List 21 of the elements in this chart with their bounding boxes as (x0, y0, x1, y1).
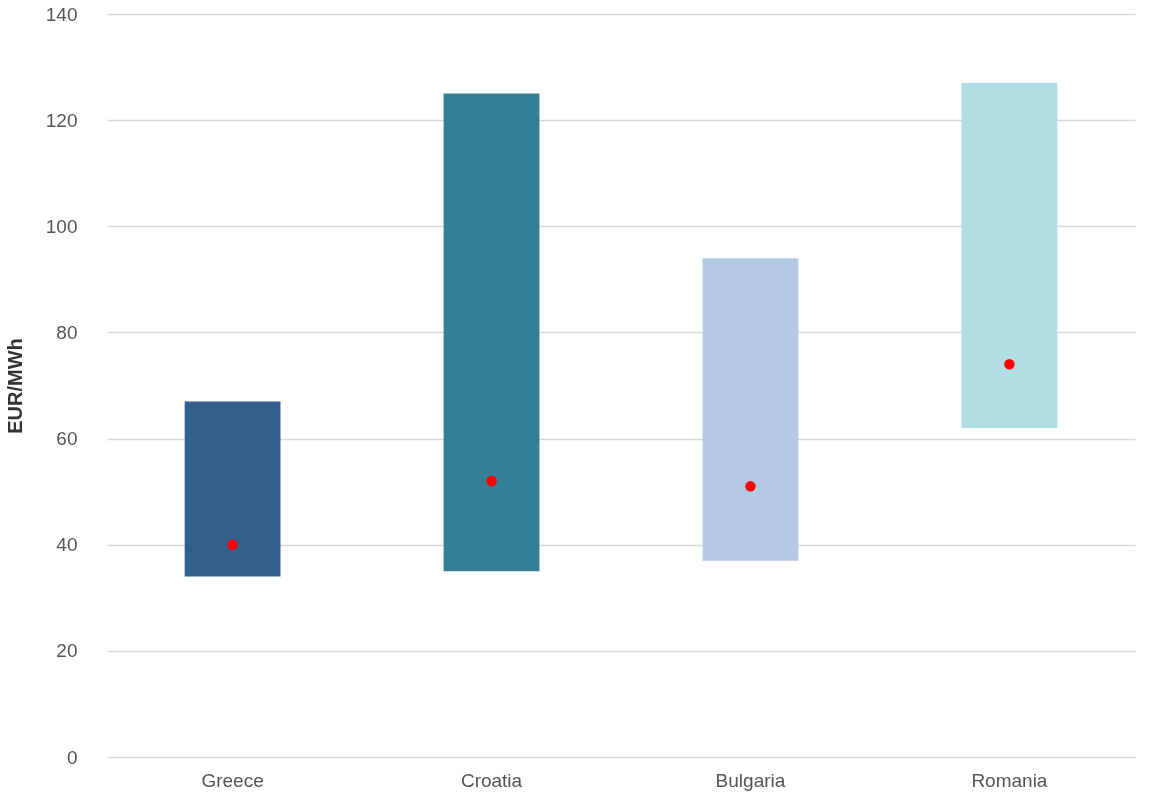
y-tick-label: 80 (56, 321, 78, 343)
bar (702, 258, 799, 561)
bar (443, 93, 540, 572)
y-tick-label: 20 (56, 640, 78, 662)
bar (184, 401, 281, 577)
y-tick-label: 40 (56, 534, 78, 556)
y-tick-label: 0 (66, 746, 78, 768)
x-tick-label: Bulgaria (715, 769, 786, 791)
point (745, 481, 756, 492)
y-axis-title: EUR/MWh (3, 338, 26, 434)
bar (961, 82, 1058, 428)
y-tick-label: 100 (45, 215, 78, 237)
point (1004, 359, 1015, 370)
x-tick-label: Romania (971, 769, 1048, 791)
point (227, 539, 238, 550)
y-tick-label: 140 (45, 3, 78, 25)
y-tick-label: 60 (56, 428, 78, 450)
x-tick-label: Greece (201, 769, 264, 791)
y-tick-label: 120 (45, 109, 78, 131)
point (486, 475, 497, 487)
x-tick-label: Croatia (460, 769, 523, 791)
